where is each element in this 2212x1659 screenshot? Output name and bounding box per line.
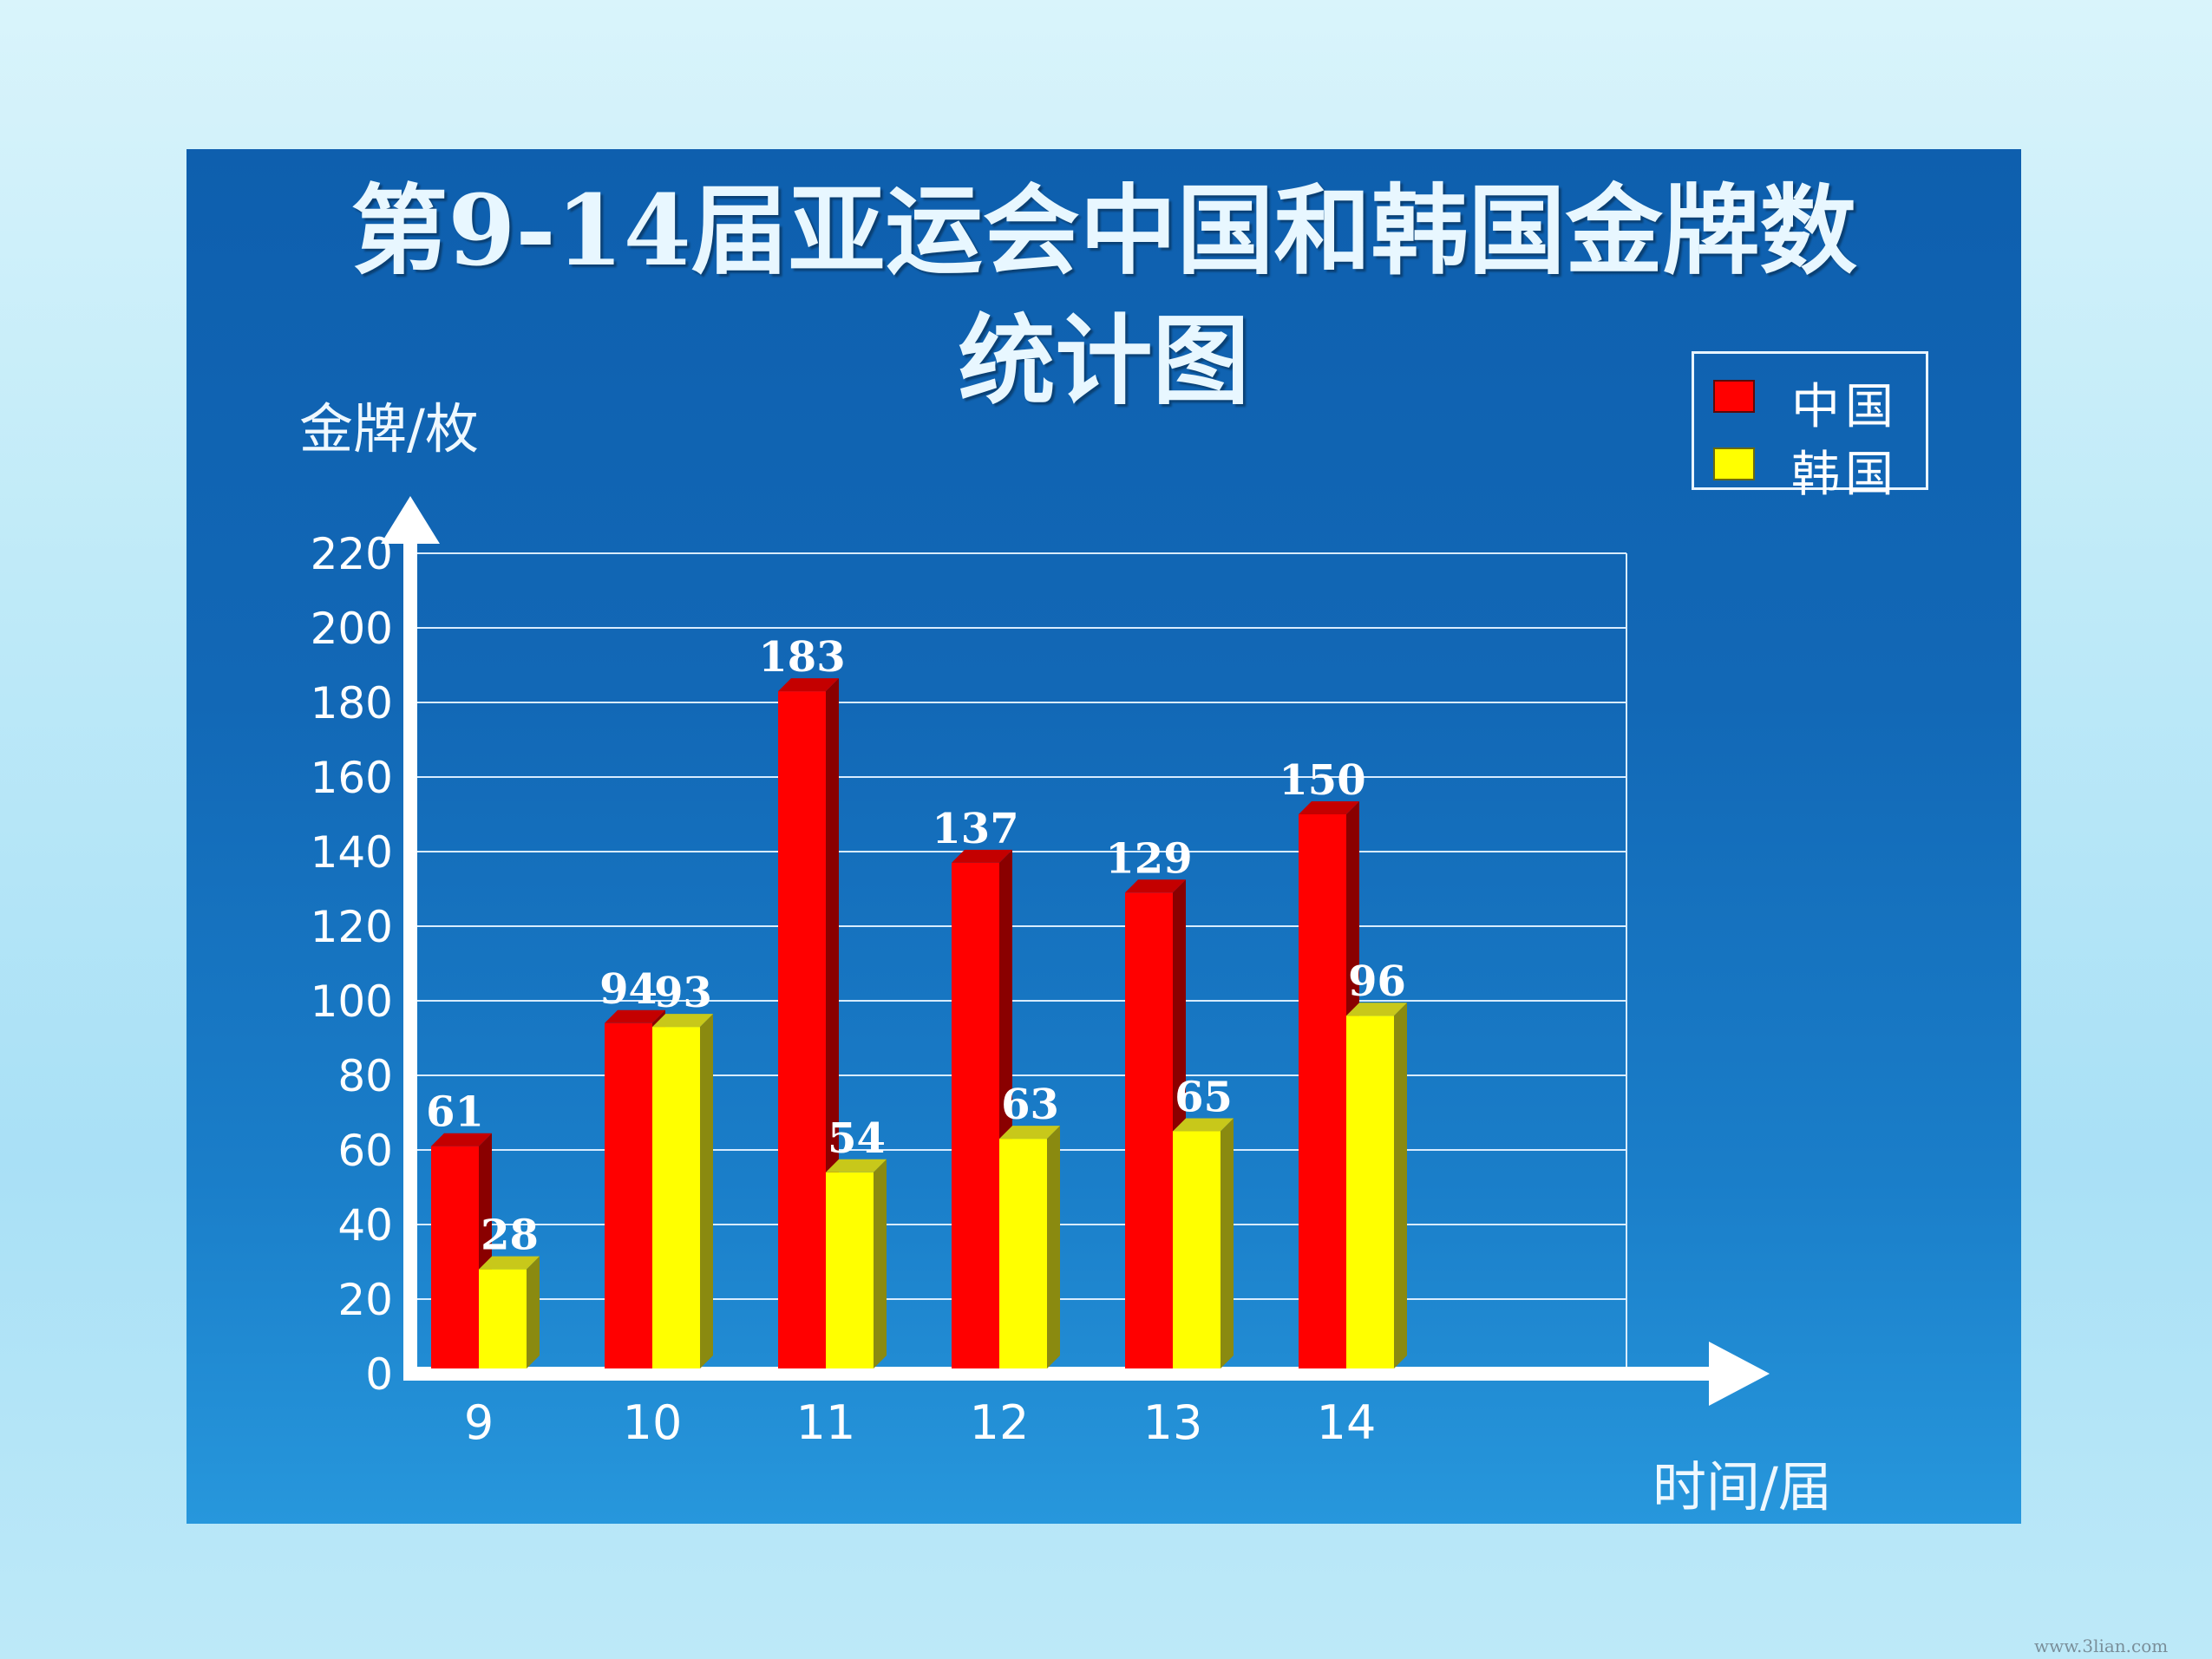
x-axis-arrow [1709, 1342, 1770, 1406]
y-tick-label: 100 [311, 976, 393, 1027]
bar-china [1299, 814, 1346, 1368]
data-label: 94 [599, 965, 658, 1014]
legend-label-china: 中国 [1791, 379, 1899, 435]
bar-china [778, 691, 826, 1368]
chart-slide: 第9-14届亚运会中国和韩国金牌数 统计图 金牌/枚 时间/届 中国 韩国 0 2… [187, 149, 2021, 1524]
bar-china [952, 862, 999, 1368]
bar-korea [999, 1139, 1047, 1368]
bar-korea [1173, 1131, 1221, 1368]
bar-top [431, 1133, 492, 1146]
bar-korea [652, 1027, 700, 1368]
y-tick-label: 80 [337, 1051, 393, 1101]
bar-top [999, 1126, 1060, 1140]
x-tick-label: 14 [1317, 1395, 1377, 1450]
y-tick-label: 180 [311, 678, 393, 728]
bar-side [1047, 1126, 1060, 1368]
data-label: 63 [1001, 1081, 1059, 1129]
bar-china [1125, 892, 1173, 1368]
y-tick-label: 160 [311, 753, 393, 803]
y-tick-label: 60 [337, 1126, 393, 1176]
x-tick-label: 11 [796, 1395, 856, 1450]
y-tick-label: 200 [311, 604, 393, 654]
y-tick-label: 20 [337, 1275, 393, 1325]
data-label: 183 [758, 633, 845, 682]
chart-title-line-2: 统计图 [958, 304, 1250, 418]
data-label: 137 [932, 805, 1018, 853]
y-axis-label: 金牌/枚 [299, 397, 479, 460]
bar-top [479, 1256, 540, 1270]
bar-top [652, 1014, 713, 1028]
data-label: 96 [1348, 957, 1406, 1006]
bar-side [1394, 1003, 1407, 1368]
legend-label-korea: 韩国 [1791, 447, 1899, 503]
bar-top [1346, 1003, 1407, 1016]
bar-side [874, 1159, 887, 1368]
bar-side [1221, 1118, 1234, 1368]
bar-side [700, 1014, 713, 1368]
bar-china [605, 1022, 652, 1368]
bar-korea [479, 1269, 527, 1368]
data-label: 65 [1175, 1074, 1233, 1122]
data-label: 150 [1279, 756, 1365, 805]
bar-top [605, 1009, 665, 1023]
data-label: 61 [426, 1088, 484, 1137]
x-tick-label: 13 [1143, 1395, 1203, 1450]
bar-top [1299, 801, 1359, 814]
legend-swatch-china [1713, 380, 1755, 413]
bar-top [778, 678, 839, 692]
y-tick-label: 140 [311, 827, 393, 878]
x-axis-label: 时间/届 [1652, 1455, 1832, 1519]
y-axis-arrow [381, 496, 440, 544]
y-tick-label: 40 [337, 1200, 393, 1251]
chart-title: 第9-14届亚运会中国和韩国金牌数 统计图 [187, 167, 2021, 427]
y-tick-label: 220 [311, 529, 393, 579]
y-tick-label: 0 [365, 1349, 393, 1400]
chart-title-line-1: 第9-14届亚运会中国和韩国金牌数 [350, 174, 1857, 288]
data-label: 28 [481, 1212, 539, 1260]
bar-korea [1346, 1016, 1394, 1368]
x-tick-label: 12 [970, 1395, 1030, 1450]
bar-top [1125, 879, 1186, 893]
y-tick-label: 120 [311, 902, 393, 952]
bar-side [527, 1256, 540, 1368]
data-label: 93 [654, 969, 712, 1017]
watermark: www.3lian.com [2034, 1636, 2169, 1656]
bar-china [431, 1146, 479, 1368]
x-tick-label: 10 [623, 1395, 683, 1450]
bar-korea [826, 1172, 874, 1368]
data-label: 129 [1105, 834, 1192, 883]
data-label: 54 [828, 1114, 886, 1163]
bar-top [952, 849, 1012, 863]
bar-top [1173, 1118, 1234, 1132]
legend-swatch-korea [1713, 447, 1755, 480]
legend: 中国 韩国 [1692, 351, 1928, 503]
bar-top [826, 1159, 887, 1172]
x-tick-label: 9 [464, 1395, 494, 1450]
